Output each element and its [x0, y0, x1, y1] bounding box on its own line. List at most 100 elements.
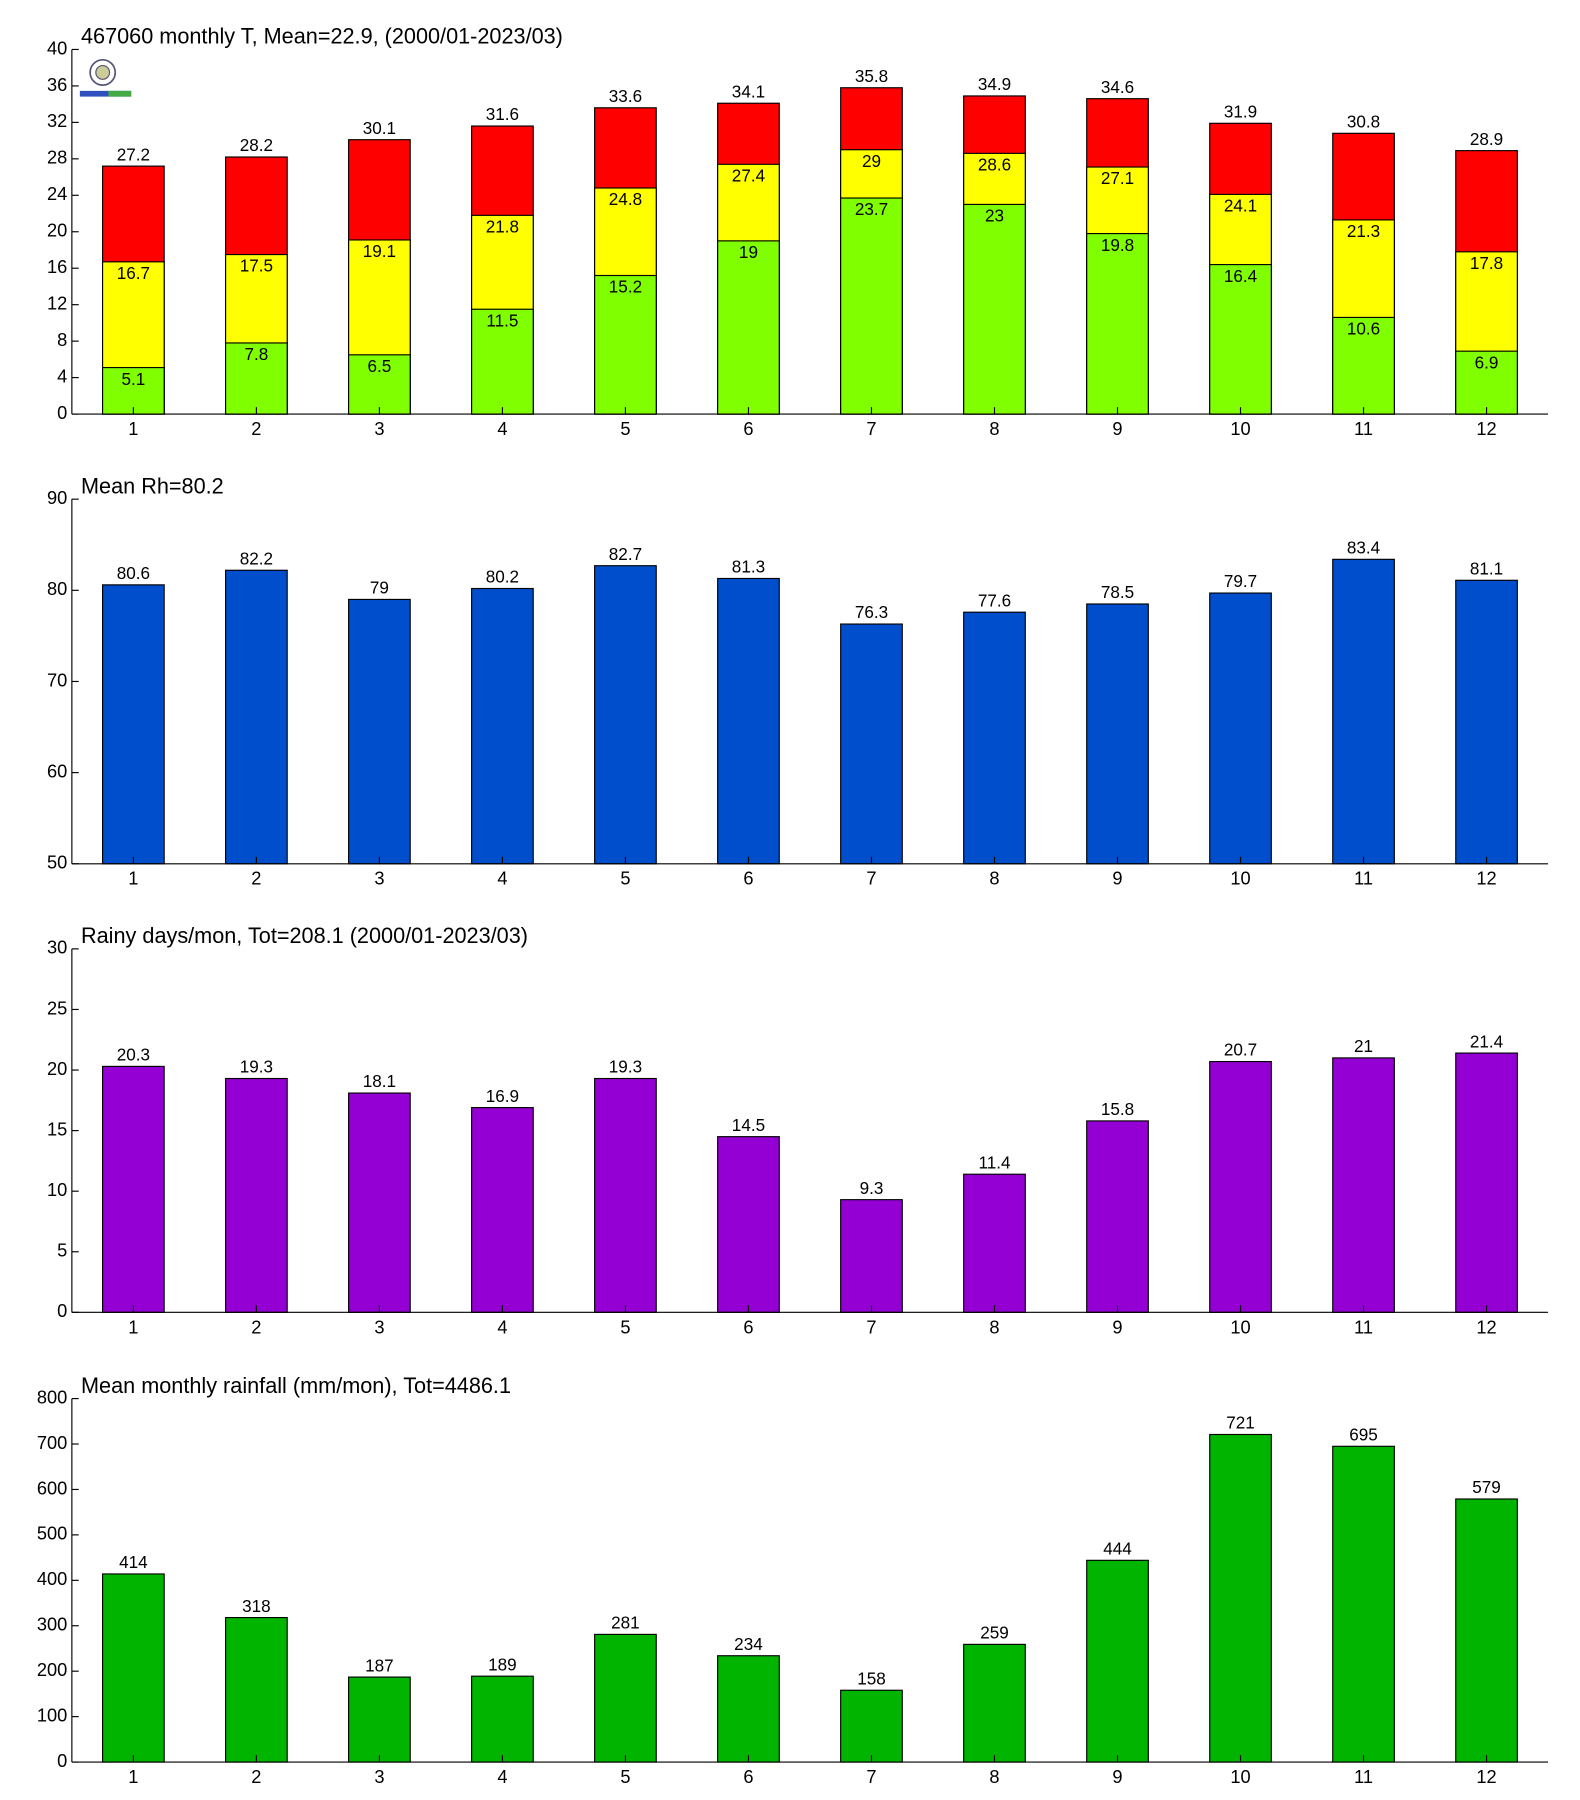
bar: [471, 308, 534, 415]
value-label: 16.7: [117, 263, 150, 283]
bar: [717, 240, 780, 415]
bar: [963, 611, 1026, 865]
bar: [594, 565, 657, 865]
x-tick-label: 11: [1354, 868, 1373, 889]
bar: [1086, 1120, 1149, 1313]
x-tick-label: 3: [374, 1766, 384, 1787]
x-tick-label: 8: [989, 418, 999, 439]
x-tick-label: 9: [1112, 1766, 1122, 1787]
value-label: 234: [734, 1634, 763, 1654]
x-tick-label: 8: [989, 1316, 999, 1337]
y-tick-label: 12: [47, 292, 67, 313]
bar: [471, 587, 534, 865]
y-tick-label: 200: [37, 1659, 67, 1680]
value-label: 16.9: [486, 1086, 519, 1106]
value-label: 28.6: [978, 155, 1011, 175]
x-tick-label: 12: [1476, 1766, 1496, 1787]
value-label: 6.9: [1475, 352, 1499, 372]
value-label: 9.3: [860, 1178, 884, 1198]
bar: [1209, 1433, 1272, 1763]
value-label: 28.2: [240, 135, 273, 155]
value-label: 82.2: [240, 548, 273, 568]
bar: [102, 1065, 165, 1313]
bar: [1332, 558, 1395, 865]
value-label: 5.1: [121, 369, 145, 389]
value-label: 189: [488, 1654, 517, 1674]
x-tick-label: 5: [620, 868, 630, 889]
x-tick-label: 1: [128, 1316, 138, 1337]
y-tick-label: 0: [57, 1750, 67, 1771]
y-tick-label: 50: [47, 852, 67, 873]
bar: [1332, 316, 1395, 415]
bar: [1455, 1498, 1518, 1763]
bar: [717, 577, 780, 865]
value-label: 34.6: [1101, 77, 1134, 97]
bar: [1086, 1559, 1149, 1763]
bar: [594, 274, 657, 415]
value-label: 82.7: [609, 544, 642, 564]
x-tick-label: 12: [1476, 1316, 1496, 1337]
value-label: 81.1: [1470, 558, 1503, 578]
x-tick-label: 2: [251, 1766, 261, 1787]
value-label: 21.3: [1347, 221, 1380, 241]
value-label: 14.5: [732, 1115, 765, 1135]
x-tick-label: 10: [1230, 868, 1250, 889]
value-label: 19.1: [363, 241, 396, 261]
y-tick-label: 40: [47, 37, 67, 58]
logo: [79, 58, 132, 97]
bar: [1209, 592, 1272, 865]
x-tick-label: 7: [866, 868, 876, 889]
value-label: 80.2: [486, 567, 519, 587]
x-tick-label: 9: [1112, 418, 1122, 439]
y-tick-label: 32: [47, 110, 67, 131]
value-label: 21.8: [486, 216, 519, 236]
value-label: 31.6: [486, 104, 519, 124]
bar: [717, 1655, 780, 1763]
x-tick-label: 6: [743, 1316, 753, 1337]
y-tick-label: 36: [47, 74, 67, 95]
y-tick-label: 30: [47, 937, 67, 958]
x-tick-label: 3: [374, 868, 384, 889]
x-tick-label: 6: [743, 418, 753, 439]
x-tick-label: 5: [620, 418, 630, 439]
bar: [102, 584, 165, 865]
y-tick-label: 28: [47, 147, 67, 168]
bar: [840, 1689, 903, 1763]
value-label: 17.5: [240, 256, 273, 276]
value-label: 187: [365, 1655, 394, 1675]
chart-title: Rainy days/mon, Tot=208.1 (2000/01-2023/…: [81, 923, 528, 948]
value-label: 19.8: [1101, 235, 1134, 255]
value-label: 414: [119, 1552, 148, 1572]
value-label: 6.5: [368, 356, 392, 376]
chart-title: Mean monthly rainfall (mm/mon), Tot=4486…: [81, 1373, 511, 1398]
value-label: 76.3: [855, 602, 888, 622]
bar: [1086, 603, 1149, 865]
value-label: 10.6: [1347, 319, 1380, 339]
value-label: 20.3: [117, 1045, 150, 1065]
bar: [840, 1199, 903, 1313]
x-tick-label: 4: [497, 418, 507, 439]
x-tick-label: 10: [1230, 1766, 1250, 1787]
value-label: 19.3: [240, 1057, 273, 1077]
value-label: 259: [980, 1623, 1009, 1643]
x-tick-label: 4: [497, 1316, 507, 1337]
value-label: 16.4: [1224, 266, 1258, 286]
value-label: 15.8: [1101, 1099, 1134, 1119]
y-tick-label: 20: [47, 220, 67, 241]
value-label: 77.6: [978, 590, 1011, 610]
x-tick-label: 12: [1476, 868, 1496, 889]
bar: [471, 1107, 534, 1313]
x-tick-label: 4: [497, 868, 507, 889]
value-label: 80.6: [117, 563, 150, 583]
x-tick-label: 7: [866, 418, 876, 439]
x-tick-label: 1: [128, 418, 138, 439]
value-label: 579: [1472, 1477, 1501, 1497]
value-label: 24.8: [609, 189, 642, 209]
y-tick-label: 20: [47, 1058, 67, 1079]
value-label: 79: [370, 578, 389, 598]
value-label: 444: [1103, 1538, 1132, 1558]
x-tick-label: 7: [866, 1766, 876, 1787]
value-label: 30.1: [363, 118, 396, 138]
